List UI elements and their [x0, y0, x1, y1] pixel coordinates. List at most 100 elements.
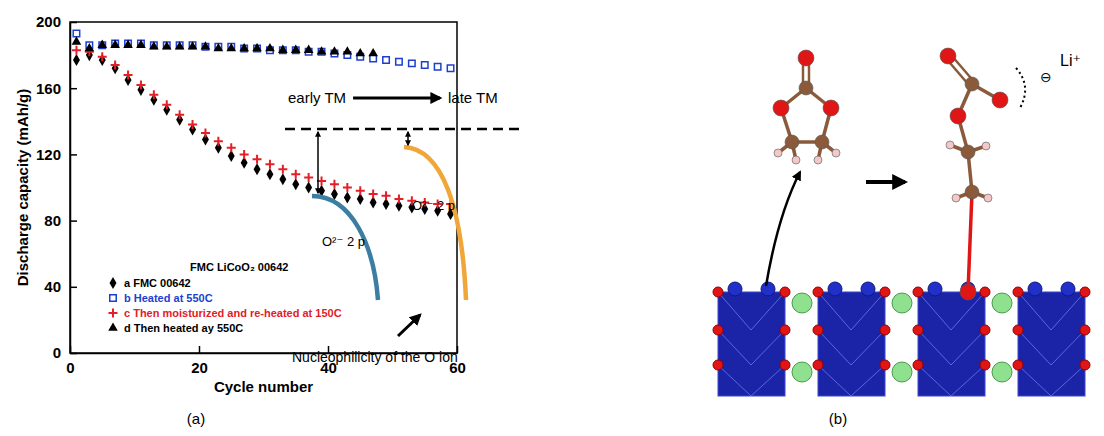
legend-marker — [108, 322, 118, 330]
oxygen-atom — [1013, 287, 1023, 297]
oxygen-atom — [980, 287, 990, 297]
polyhedron-edge — [818, 330, 851, 365]
band-curve — [312, 196, 378, 300]
axis-line — [70, 23, 72, 354]
tick-label: 80 — [44, 212, 61, 229]
atom — [965, 77, 979, 91]
point — [175, 110, 184, 119]
ring-opened-product — [940, 48, 1008, 300]
tick-label: 40 — [44, 278, 61, 295]
tick-label: 0 — [66, 359, 74, 376]
point — [162, 41, 172, 49]
tick: 120 — [36, 146, 77, 163]
point — [382, 191, 391, 200]
point — [136, 40, 146, 48]
point — [240, 150, 249, 159]
series — [73, 49, 454, 220]
metal-atom — [861, 282, 875, 296]
metal-atom — [1061, 282, 1075, 296]
point — [123, 40, 133, 48]
oxygen-atom — [813, 287, 823, 297]
point — [72, 36, 82, 44]
polyhedron-edge — [851, 330, 885, 365]
point — [292, 178, 299, 190]
polyhedron-edge — [951, 365, 985, 396]
polyhedron-edge — [951, 330, 985, 365]
atom — [799, 81, 813, 95]
atom — [984, 194, 992, 202]
oxygen-atom — [780, 325, 790, 335]
point — [291, 45, 301, 53]
x-axis-title: Cycle number — [214, 378, 313, 395]
point — [396, 58, 402, 64]
charge-arc — [1016, 68, 1025, 108]
point — [317, 46, 327, 54]
tick-mark — [70, 154, 77, 156]
point — [330, 180, 339, 189]
polyhedron-edge — [1018, 330, 1051, 365]
series — [72, 36, 378, 56]
oxygen-atom — [713, 360, 723, 370]
point — [111, 61, 120, 70]
polyhedron-edge — [818, 365, 851, 396]
metal-atom — [928, 282, 942, 296]
series — [72, 46, 455, 209]
polyhedron-edge — [1051, 292, 1085, 330]
polyhedron-edge — [1018, 365, 1051, 396]
point — [291, 170, 300, 179]
point — [422, 62, 428, 68]
point — [73, 30, 79, 36]
point — [136, 80, 145, 89]
point — [162, 100, 171, 109]
point — [239, 43, 249, 51]
point — [447, 65, 453, 71]
trend-to: late TM — [448, 89, 498, 106]
caption: Nucleophilicity of the O ion — [292, 349, 458, 365]
point — [368, 48, 378, 56]
point — [149, 90, 158, 99]
polyhedron-edge — [918, 330, 951, 365]
oxygen-atom — [713, 325, 723, 335]
polyhedron-edge — [918, 365, 951, 396]
tick-mark — [199, 346, 201, 353]
octahedra-block — [1018, 292, 1085, 396]
counter-ion-label: Li⁺ — [1060, 52, 1081, 69]
oxygen-atom — [1013, 360, 1023, 370]
oxygen-atom — [880, 360, 890, 370]
legend-marker — [109, 309, 118, 318]
lithium-atom — [792, 293, 812, 313]
oxygen-atom — [1080, 360, 1090, 370]
atom — [798, 50, 814, 66]
tick-mark — [70, 287, 77, 289]
point — [304, 45, 314, 53]
figure: 020406004080120160200Cycle numberDischar… — [0, 0, 1104, 436]
lithium-atom — [892, 293, 912, 313]
point — [254, 163, 261, 175]
trend-from: early TM — [288, 89, 346, 106]
oxygen-atom — [813, 325, 823, 335]
point — [265, 160, 274, 169]
band-label: O²⁻ 2 p — [322, 234, 365, 249]
series — [73, 30, 454, 71]
oxygen-atom — [1013, 325, 1023, 335]
polyhedron-edge — [751, 330, 785, 365]
tick-label: 160 — [36, 80, 61, 97]
tick: 80 — [44, 212, 77, 229]
polyhedron-edge — [1051, 365, 1085, 396]
oxygen-atom — [913, 325, 923, 335]
point — [85, 43, 95, 51]
oxygen-atom — [913, 360, 923, 370]
legend-label: d Then heated ay 550C — [124, 322, 243, 334]
point — [124, 70, 133, 79]
lithium-atom — [792, 362, 812, 382]
tick-mark — [70, 88, 77, 90]
atom — [940, 48, 956, 64]
oxygen-atom — [813, 360, 823, 370]
oxygen-atom — [1080, 325, 1090, 335]
point — [97, 40, 107, 48]
polyhedron-edge — [718, 365, 751, 396]
tick-label: 0 — [53, 344, 61, 361]
ethylene-carbonate — [773, 50, 840, 164]
polyhedron-edge — [751, 292, 785, 330]
point — [149, 41, 159, 49]
